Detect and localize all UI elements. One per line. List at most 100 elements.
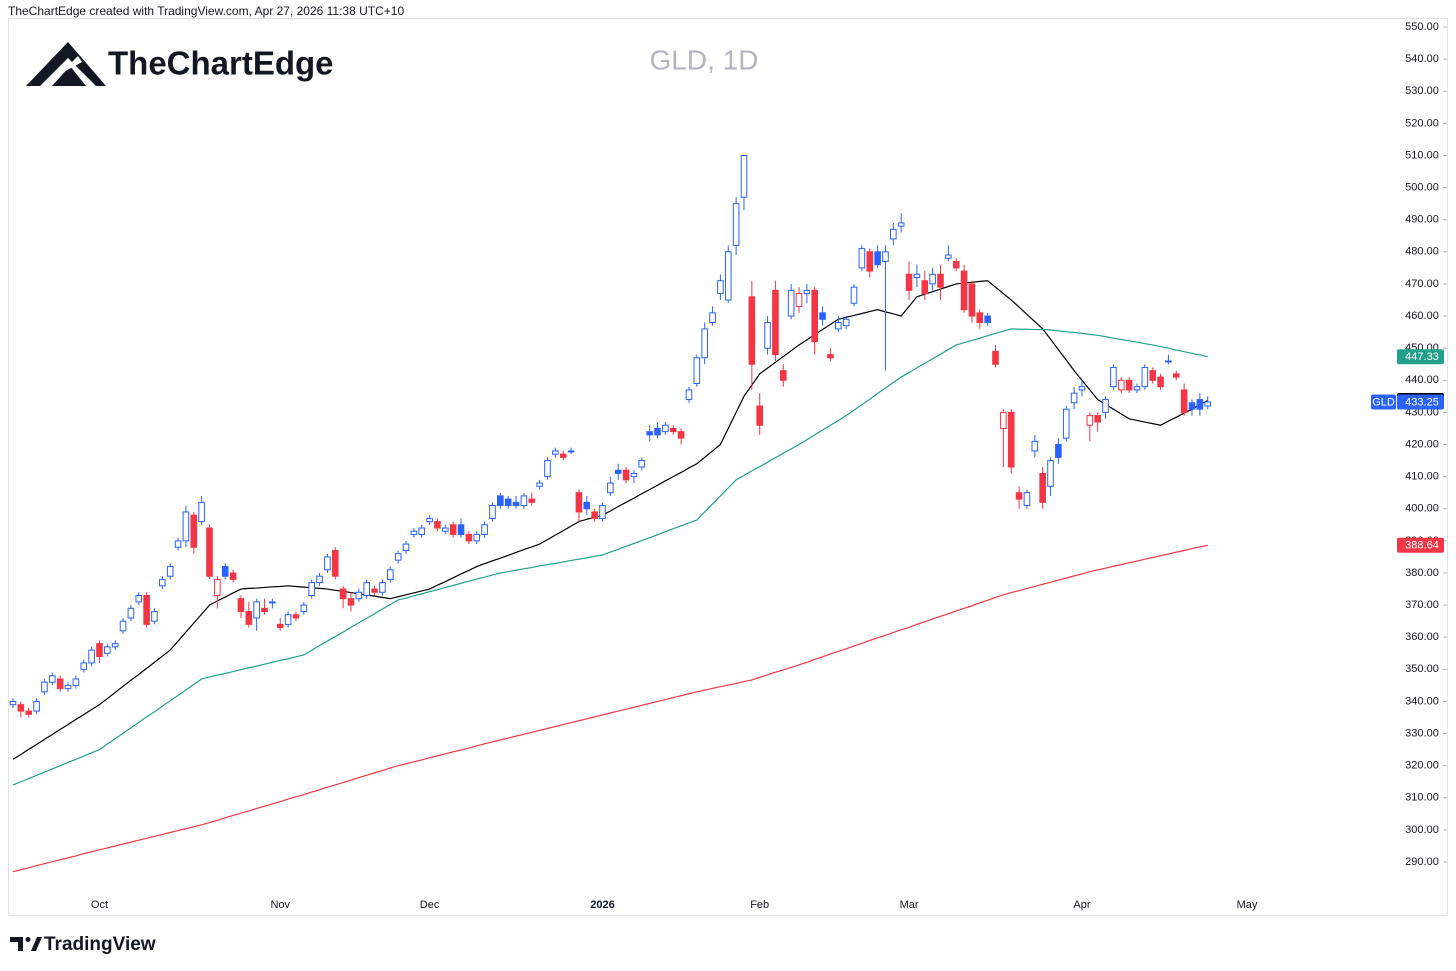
candle-body: [630, 472, 638, 478]
candle-body: [709, 312, 716, 323]
chart-frame: [8, 18, 1448, 916]
logo-mark: [52, 66, 86, 86]
candle-body: [1000, 411, 1007, 429]
candle-body: [968, 283, 976, 317]
candle-body: [308, 582, 315, 596]
candle-body: [992, 350, 999, 365]
candle-body: [952, 260, 960, 269]
y-tick-label: 540.00: [1405, 53, 1439, 65]
moving-average-line: [12, 328, 1208, 786]
y-tick-label: 370.00: [1405, 599, 1439, 611]
candle-body: [858, 248, 866, 269]
candle-body: [803, 289, 811, 295]
candle-body: [56, 678, 64, 690]
candle-body: [410, 530, 418, 535]
candle-body: [198, 501, 205, 523]
brand: TheChartEdge: [108, 45, 334, 82]
tv-mark: [10, 937, 23, 951]
candle-body: [669, 427, 677, 433]
candle-body: [49, 675, 56, 683]
candle-body: [842, 318, 850, 327]
candle-body: [764, 321, 771, 349]
candle-body: [913, 273, 921, 279]
candle-body: [331, 550, 339, 577]
candle-body: [1055, 444, 1062, 458]
candle-body: [497, 495, 504, 507]
candle-body: [72, 678, 80, 686]
candle-body: [756, 405, 764, 426]
moving-average-line: [12, 280, 1209, 760]
candle-body: [394, 553, 402, 561]
candle-body: [850, 286, 858, 304]
plot-area: [9, 154, 1212, 873]
candle-body: [324, 556, 331, 571]
candle-body: [929, 273, 936, 285]
x-tick-label: Nov: [270, 899, 290, 911]
candle-body: [174, 540, 182, 548]
y-tick-label: 410.00: [1405, 471, 1439, 483]
candle-body: [1117, 379, 1125, 391]
candle-body: [1188, 402, 1196, 410]
candle-body: [897, 222, 905, 227]
candle-body: [504, 498, 512, 507]
logo-mark: [60, 56, 82, 74]
candle-body: [41, 681, 48, 693]
y-tick-label: 380.00: [1405, 567, 1439, 579]
price-label-box: [1397, 394, 1444, 410]
candle-body: [434, 521, 441, 529]
candle-body: [190, 514, 198, 548]
candle-body: [787, 289, 795, 317]
candle-body: [1015, 492, 1023, 500]
candle-body: [599, 505, 606, 519]
y-tick-label: 300.00: [1405, 824, 1439, 836]
candle-body: [143, 594, 150, 625]
candle-body: [811, 289, 819, 343]
logo-mark: [26, 42, 106, 86]
candle-body: [1125, 379, 1133, 391]
candle-body: [363, 582, 370, 596]
tv-mark: [25, 937, 31, 942]
candle-body: [1078, 386, 1086, 391]
y-tick-label: 440.00: [1405, 374, 1439, 386]
x-tick-label: Dec: [420, 899, 440, 911]
x-tick-label: May: [1237, 899, 1258, 911]
candle-body: [9, 700, 17, 706]
price-label: 388.64: [1405, 540, 1439, 552]
y-tick-label: 400.00: [1405, 503, 1439, 515]
candle-body: [473, 533, 481, 542]
candle-body: [1172, 373, 1180, 378]
symbol-label-box: [1371, 394, 1396, 410]
price-label: 433.25: [1405, 396, 1439, 408]
candle-body: [748, 296, 756, 365]
candle-body: [104, 646, 111, 654]
candle-body: [567, 450, 575, 453]
brand-logo: [26, 42, 106, 86]
candle-body: [166, 566, 174, 577]
candle-body: [442, 527, 449, 532]
candle-body: [261, 607, 268, 613]
candle-body: [127, 607, 135, 619]
y-tick-label: 320.00: [1405, 760, 1439, 772]
y-tick-label: 490.00: [1405, 214, 1439, 226]
x-tick-label: Apr: [1073, 899, 1090, 911]
y-tick-label: 310.00: [1405, 792, 1439, 804]
credit: TheChartEdge created with TradingView.co…: [8, 4, 404, 18]
candle-body: [1062, 408, 1070, 439]
candle-body: [418, 527, 426, 535]
candle-body: [347, 598, 355, 606]
candle-body: [960, 270, 968, 311]
candle-body: [426, 517, 433, 523]
candle-body: [732, 203, 740, 246]
y-tick-label: 510.00: [1405, 149, 1439, 161]
candle-body: [316, 575, 323, 584]
candle-body: [512, 501, 520, 507]
candle-body: [544, 460, 551, 478]
candle-body: [402, 543, 410, 552]
candle-body: [552, 450, 559, 455]
candle-body: [724, 251, 732, 301]
x-tick-label: Feb: [750, 899, 769, 911]
chart-title: GLD, 1D: [650, 44, 759, 75]
candle-body: [1086, 415, 1094, 426]
